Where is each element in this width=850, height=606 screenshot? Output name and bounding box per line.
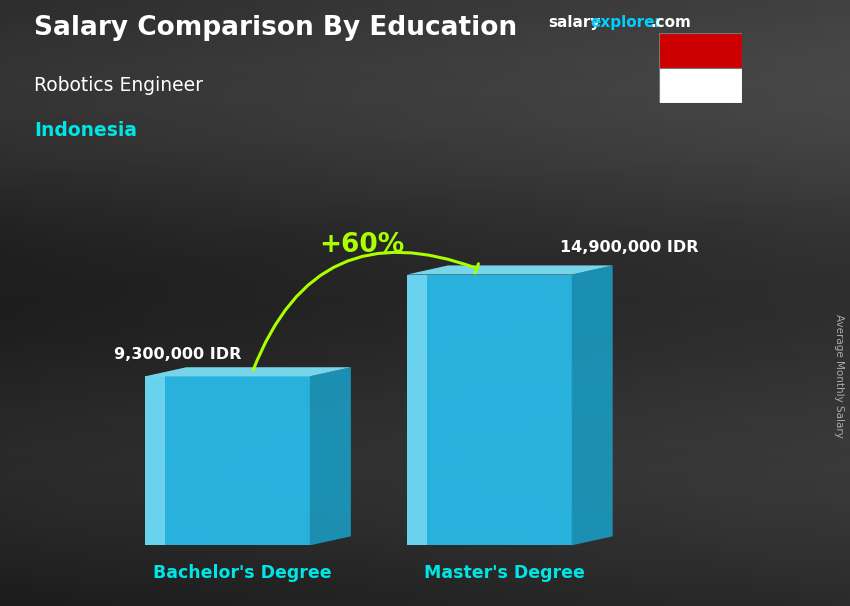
Text: Average Monthly Salary: Average Monthly Salary — [834, 314, 844, 438]
Polygon shape — [145, 367, 351, 376]
Bar — [659, 33, 742, 68]
Bar — [659, 68, 742, 103]
Text: 14,900,000 IDR: 14,900,000 IDR — [560, 239, 699, 255]
Text: Robotics Engineer: Robotics Engineer — [34, 76, 203, 95]
Polygon shape — [407, 275, 427, 545]
Text: +60%: +60% — [320, 233, 405, 258]
Text: Bachelor's Degree: Bachelor's Degree — [153, 564, 332, 582]
Polygon shape — [309, 367, 351, 545]
Text: salary: salary — [548, 15, 601, 30]
Text: .com: .com — [650, 15, 691, 30]
Polygon shape — [407, 265, 613, 275]
Polygon shape — [407, 275, 571, 545]
Text: Salary Comparison By Education: Salary Comparison By Education — [34, 15, 517, 41]
Text: Indonesia: Indonesia — [34, 121, 137, 140]
Text: explorer: explorer — [591, 15, 663, 30]
Polygon shape — [145, 376, 309, 545]
Text: 9,300,000 IDR: 9,300,000 IDR — [115, 347, 241, 362]
Polygon shape — [145, 376, 165, 545]
Text: Master's Degree: Master's Degree — [423, 564, 585, 582]
Polygon shape — [571, 265, 613, 545]
